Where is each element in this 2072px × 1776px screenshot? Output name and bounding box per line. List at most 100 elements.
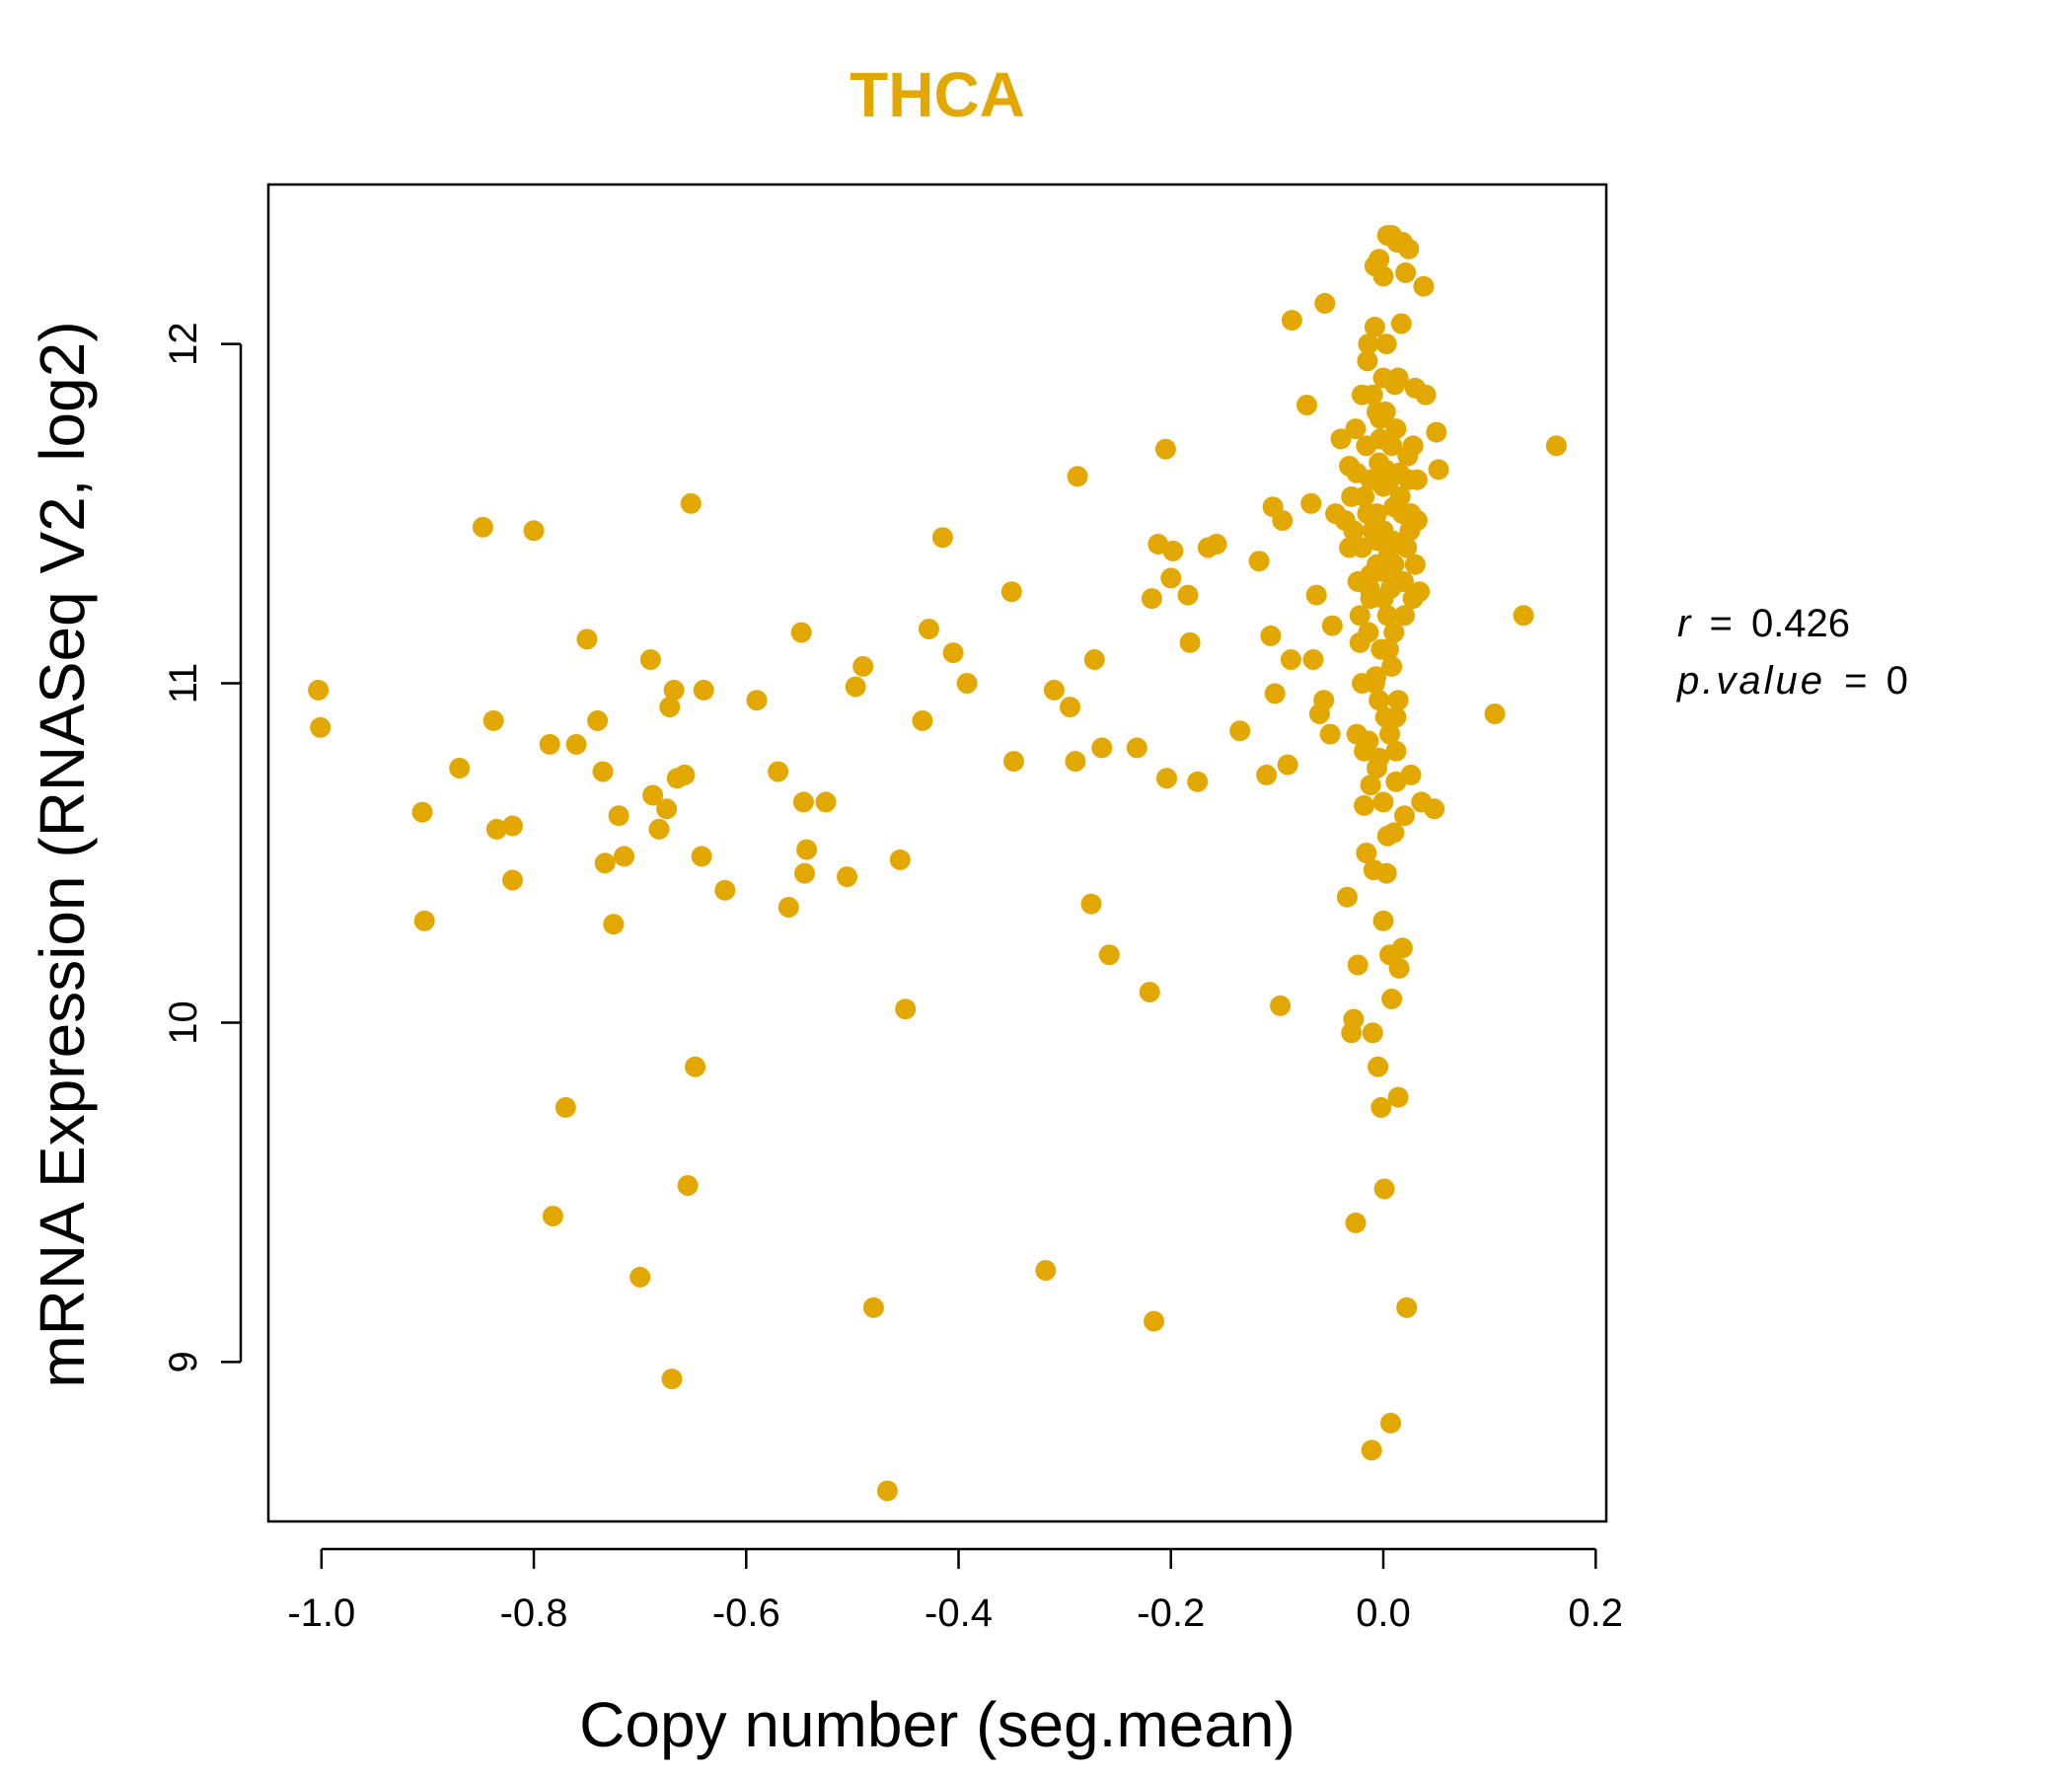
data-point: [1369, 690, 1390, 711]
data-point: [1381, 988, 1403, 1009]
data-point: [648, 818, 670, 840]
stat-p-label: p.value: [1676, 659, 1825, 703]
data-point: [1362, 384, 1383, 406]
data-point: [1357, 503, 1378, 525]
data-point: [449, 758, 471, 778]
data-point: [1375, 862, 1397, 884]
data-point: [629, 1266, 651, 1288]
data-point: [1367, 401, 1387, 422]
data-point: [1264, 683, 1286, 704]
data-point: [1349, 631, 1370, 653]
data-point: [1003, 751, 1024, 773]
data-point: [539, 733, 560, 755]
data-point: [1347, 954, 1369, 976]
data-point: [502, 869, 523, 891]
y-tick-label: 12: [162, 322, 205, 366]
data-point: [1385, 740, 1407, 762]
data-point: [693, 679, 714, 701]
data-point: [1345, 1212, 1367, 1233]
data-point: [1358, 333, 1379, 355]
data-point: [1402, 588, 1424, 610]
data-point: [1370, 1096, 1392, 1118]
data-point: [1367, 758, 1387, 778]
data-point: [1314, 292, 1336, 314]
data-point: [661, 1369, 683, 1390]
data-point: [663, 679, 685, 701]
data-point: [1376, 825, 1398, 847]
data-point: [1372, 791, 1394, 813]
data-point: [1372, 910, 1394, 931]
data-point: [1369, 452, 1390, 474]
data-point: [862, 1296, 884, 1318]
data-point: [1361, 1440, 1382, 1461]
y-tick-label: 11: [162, 663, 205, 704]
data-point: [565, 733, 587, 755]
data-point: [1067, 466, 1088, 487]
data-point: [1390, 313, 1412, 334]
data-point: [677, 1175, 699, 1196]
stat-r: r = 0.426: [1677, 602, 1850, 645]
data-point: [1346, 462, 1368, 483]
data-point: [1372, 265, 1394, 287]
x-tick-label: 0.2: [1568, 1591, 1623, 1635]
data-point: [674, 764, 696, 785]
data-point: [1398, 469, 1420, 490]
data-point: [472, 516, 493, 538]
data-point: [746, 690, 768, 711]
data-point: [680, 492, 702, 514]
data-point: [1206, 534, 1227, 555]
data-point: [1379, 723, 1400, 745]
data-point: [1372, 367, 1394, 389]
y-tick-label: 9: [162, 1351, 205, 1372]
data-point: [691, 846, 712, 867]
data-point: [587, 709, 609, 731]
data-point: [1156, 768, 1177, 789]
data-point: [1160, 567, 1182, 589]
x-tick-label: -1.0: [287, 1591, 355, 1635]
data-point: [608, 805, 629, 827]
data-point: [1270, 995, 1292, 1016]
data-point: [1362, 1022, 1383, 1044]
data-point: [1139, 982, 1160, 1002]
data-point: [1162, 540, 1184, 561]
data-point: [1043, 679, 1065, 701]
data-point: [659, 697, 681, 718]
x-tick-label: -0.8: [500, 1591, 568, 1635]
data-point: [1357, 350, 1378, 372]
x-tick-label: -0.6: [712, 1591, 780, 1635]
data-point: [1065, 751, 1086, 773]
data-point: [1060, 697, 1080, 718]
data-point: [614, 846, 634, 867]
data-point: [1345, 418, 1367, 440]
data-point: [1260, 625, 1282, 646]
data-point: [1177, 584, 1199, 606]
data-point: [777, 897, 799, 918]
stat-r-label: r: [1677, 602, 1692, 645]
data-point: [1179, 631, 1201, 653]
data-point: [1356, 843, 1377, 863]
data-point: [656, 798, 678, 820]
stat-p-value: 0: [1887, 659, 1908, 703]
data-point: [482, 709, 504, 731]
data-point: [542, 1206, 563, 1226]
data-point: [1383, 622, 1405, 643]
data-point: [768, 761, 789, 782]
data-point: [1354, 740, 1375, 762]
data-point: [411, 801, 433, 823]
data-point: [1098, 944, 1120, 966]
data-point: [1126, 737, 1147, 759]
data-point: [792, 791, 814, 813]
data-point: [1364, 316, 1385, 337]
data-point: [1319, 723, 1341, 745]
data-point: [1091, 737, 1113, 759]
data-point: [1380, 1412, 1401, 1434]
data-point: [1272, 510, 1294, 531]
data-point: [1406, 510, 1428, 531]
data-point: [502, 815, 523, 837]
data-point: [1372, 588, 1394, 610]
stat-p-equals: =: [1844, 659, 1867, 703]
data-point: [1229, 720, 1251, 742]
data-point: [918, 619, 939, 639]
data-point: [845, 676, 866, 698]
data-point: [1381, 435, 1403, 457]
